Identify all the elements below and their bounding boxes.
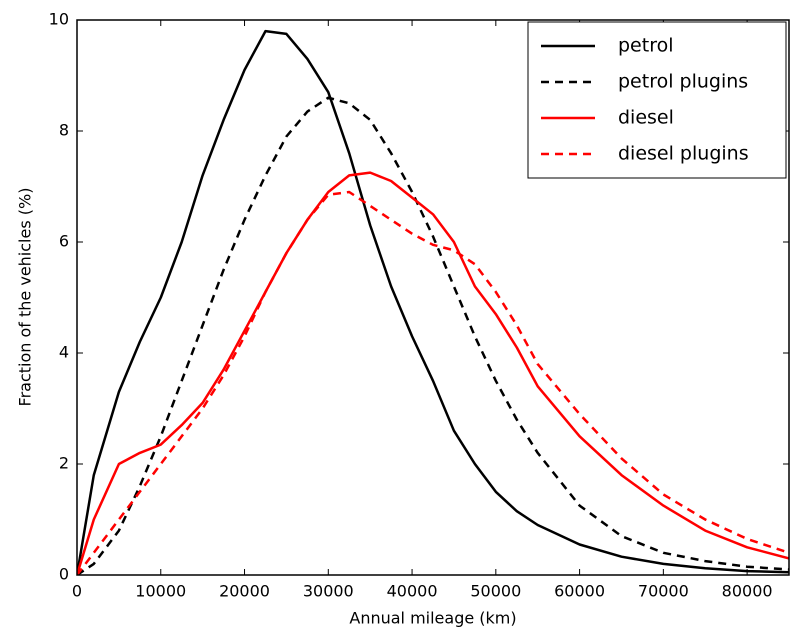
- legend-box: [527, 21, 787, 179]
- series-line: [77, 171, 789, 575]
- x-tick-label: 60000: [554, 582, 605, 601]
- y-axis-label: Fraction of the vehicles (%): [16, 188, 35, 407]
- x-tick-label: 10000: [135, 582, 186, 601]
- x-axis-label: Annual mileage (km): [349, 609, 516, 628]
- legend-label: petrol: [618, 35, 674, 57]
- y-tick-label: 4: [59, 343, 69, 362]
- legend-label: petrol plugins: [618, 71, 748, 93]
- series-line: [77, 29, 789, 575]
- x-tick-label: 70000: [638, 582, 689, 601]
- y-tick-label: 0: [59, 565, 69, 584]
- x-tick-label: 50000: [470, 582, 521, 601]
- y-tick-label: 10: [49, 10, 69, 29]
- legend-label: diesel plugins: [618, 143, 749, 165]
- x-tick-label: 40000: [387, 582, 438, 601]
- x-tick-label: 30000: [303, 582, 354, 601]
- y-tick-label: 8: [59, 121, 69, 140]
- legend-label: diesel: [618, 107, 674, 129]
- plot-frame: [76, 19, 790, 576]
- series-line: [77, 96, 789, 575]
- y-tick-label: 6: [59, 232, 69, 251]
- y-tick-label: 2: [59, 454, 69, 473]
- x-tick-label: 80000: [722, 582, 773, 601]
- x-tick-label: 0: [72, 582, 82, 601]
- series-line: [77, 190, 789, 575]
- legend: petrol petrol plugins diesel diesel plugins: [527, 21, 787, 179]
- x-tick-label: 20000: [219, 582, 270, 601]
